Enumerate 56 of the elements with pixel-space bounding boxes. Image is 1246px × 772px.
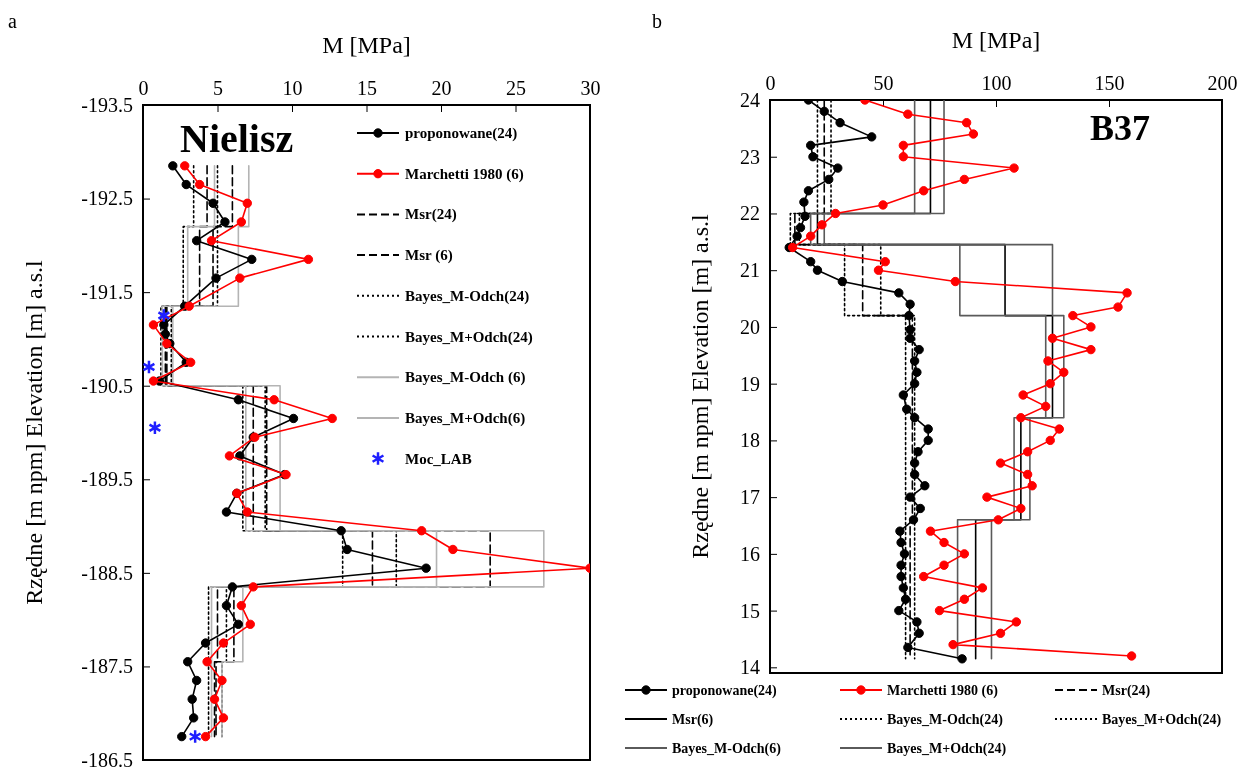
- legend-label: proponowane(24): [672, 683, 778, 699]
- legend-label: Msr(24): [405, 206, 457, 224]
- y-tick-label: 17: [740, 486, 760, 509]
- legend-label: Msr(6): [672, 712, 714, 728]
- chart-title: B37: [1090, 108, 1151, 148]
- text: b: [652, 10, 662, 32]
- text: a: [8, 10, 17, 32]
- y-tick-label: -186.5: [81, 748, 133, 771]
- y-axis-title: Rzędne [m npm] Elevation [m] a.s.l: [687, 213, 713, 559]
- y-tick-label: 18: [740, 429, 760, 452]
- y-tick-label: 23: [740, 145, 760, 168]
- legend-label: Moc_LAB: [405, 450, 472, 467]
- x-tick-label: 25: [506, 77, 526, 99]
- y-tick-label: 16: [740, 542, 760, 565]
- legend-label: Bayes_M+Odch(24): [1102, 712, 1222, 728]
- x-tick-label: 0: [138, 77, 149, 99]
- y-tick-label: 14: [740, 656, 760, 679]
- legend-label: Marchetti 1980 (6): [887, 683, 999, 699]
- x-tick-label: 10: [282, 77, 303, 99]
- legend-label: Bayes_M-Odch(24): [887, 712, 1004, 728]
- legend-label: Bayes_M+Odch(24): [405, 328, 533, 346]
- y-tick-label: -193.5: [81, 93, 133, 116]
- y-tick-label: -190.5: [81, 374, 133, 397]
- y-tick-label: 22: [740, 202, 760, 225]
- y-tick-label: -191.5: [81, 281, 133, 304]
- y-tick-label: -188.5: [81, 561, 133, 584]
- legend-label: Bayes_M+Odch(6): [405, 409, 526, 427]
- y-axis-title: Rzędne [m npm] Elevation [m] a.s.l: [21, 259, 47, 605]
- x-tick-label: 50: [873, 72, 894, 94]
- legend-label: Bayes_M-Odch(6): [672, 741, 782, 757]
- legend-label: Msr (6): [405, 247, 453, 265]
- x-axis-title: M [MPa]: [951, 27, 1041, 53]
- legend-label: Marchetti 1980 (6): [405, 165, 524, 183]
- legend-label: Bayes_M+Odch(24): [887, 741, 1007, 757]
- y-tick-label: 21: [740, 259, 760, 282]
- y-tick-label: 20: [740, 315, 760, 338]
- chart-title: Nielisz: [180, 116, 294, 161]
- x-tick-label: 150: [1094, 72, 1125, 94]
- x-tick-label: 20: [431, 77, 452, 99]
- x-axis-title: M [MPa]: [322, 32, 411, 58]
- y-tick-label: 15: [740, 599, 760, 622]
- x-tick-label: 5: [213, 77, 223, 99]
- y-tick-label: -187.5: [81, 655, 133, 678]
- x-tick-label: 100: [981, 72, 1012, 94]
- x-tick-label: 30: [580, 77, 601, 99]
- y-tick-label: 24: [740, 88, 760, 111]
- legend-label: proponowane(24): [405, 125, 518, 142]
- legend-label: Bayes_M-Odch(24): [405, 287, 530, 305]
- x-tick-label: 15: [357, 77, 377, 99]
- y-tick-label: 19: [740, 372, 760, 395]
- y-tick-label: -189.5: [81, 468, 133, 491]
- legend-label: Msr(24): [1102, 683, 1151, 699]
- y-tick-label: -192.5: [81, 187, 133, 210]
- x-tick-label: 0: [765, 72, 776, 94]
- legend-label: Bayes_M-Odch (6): [405, 369, 526, 387]
- x-tick-label: 200: [1207, 72, 1238, 94]
